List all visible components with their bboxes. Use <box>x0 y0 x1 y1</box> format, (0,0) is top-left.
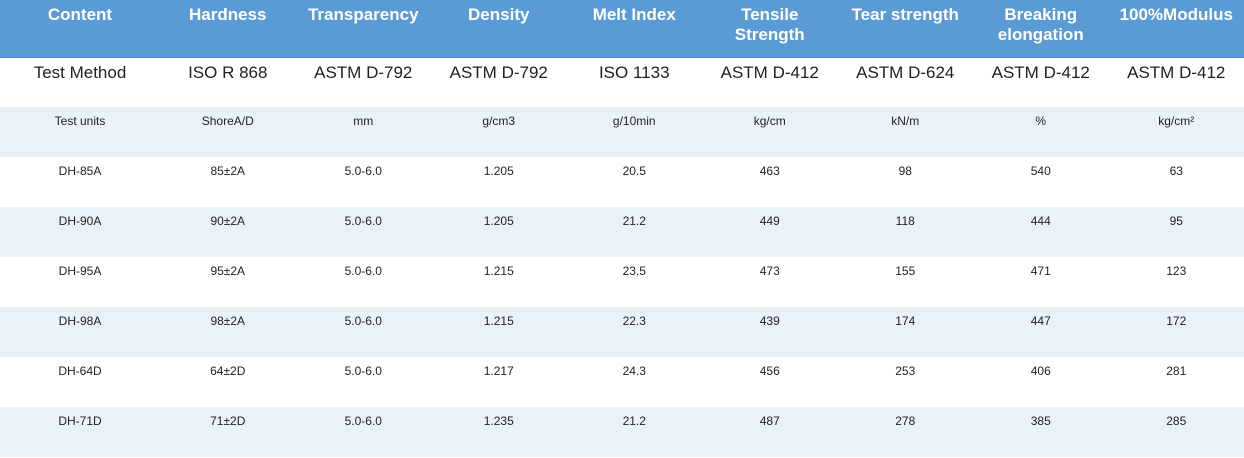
value-cell: 21.2 <box>566 407 702 457</box>
value-cell: 95±2A <box>160 257 296 307</box>
product-name-cell: DH-90A <box>0 207 160 257</box>
value-cell: 1.215 <box>431 257 567 307</box>
value-cell: 95 <box>1108 207 1244 257</box>
test-method-value: ASTM D-412 <box>973 57 1109 107</box>
col-header-density: Density <box>431 0 567 58</box>
value-cell: 473 <box>702 257 838 307</box>
value-cell: 285 <box>1108 407 1244 457</box>
value-cell: 5.0-6.0 <box>295 407 431 457</box>
table-row-dh-95a: DH-95A 95±2A 5.0-6.0 1.215 23.5 473 155 … <box>0 257 1244 307</box>
col-header-melt-index: Melt Index <box>566 0 702 58</box>
table-row-dh-64d: DH-64D 64±2D 5.0-6.0 1.217 24.3 456 253 … <box>0 357 1244 407</box>
value-cell: 385 <box>973 407 1109 457</box>
test-units-value: g/10min <box>566 107 702 157</box>
value-cell: 1.215 <box>431 307 567 357</box>
value-cell: 118 <box>837 207 973 257</box>
value-cell: 1.205 <box>431 157 567 207</box>
value-cell: 487 <box>702 407 838 457</box>
value-cell: 281 <box>1108 357 1244 407</box>
table-header-row: Content Hardness Transparency Density Me… <box>0 0 1244 58</box>
col-header-breaking-elongation: Breaking elongation <box>973 0 1109 58</box>
value-cell: 21.2 <box>566 207 702 257</box>
test-method-value: ASTM D-792 <box>295 57 431 107</box>
value-cell: 1.205 <box>431 207 567 257</box>
test-method-value: ISO 1133 <box>566 57 702 107</box>
value-cell: 463 <box>702 157 838 207</box>
test-units-value: ShoreA/D <box>160 107 296 157</box>
value-cell: 5.0-6.0 <box>295 207 431 257</box>
test-method-row: Test Method ISO R 868 ASTM D-792 ASTM D-… <box>0 57 1244 107</box>
value-cell: 98 <box>837 157 973 207</box>
value-cell: 172 <box>1108 307 1244 357</box>
value-cell: 449 <box>702 207 838 257</box>
test-method-label: Test Method <box>0 57 160 107</box>
test-units-label: Test units <box>0 107 160 157</box>
value-cell: 123 <box>1108 257 1244 307</box>
value-cell: 439 <box>702 307 838 357</box>
value-cell: 63 <box>1108 157 1244 207</box>
test-units-value: g/cm3 <box>431 107 567 157</box>
test-units-value: % <box>973 107 1109 157</box>
table-row-dh-98a: DH-98A 98±2A 5.0-6.0 1.215 22.3 439 174 … <box>0 307 1244 357</box>
table-row-dh-90a: DH-90A 90±2A 5.0-6.0 1.205 21.2 449 118 … <box>0 207 1244 257</box>
value-cell: 20.5 <box>566 157 702 207</box>
value-cell: 278 <box>837 407 973 457</box>
value-cell: 64±2D <box>160 357 296 407</box>
test-units-row: Test units ShoreA/D mm g/cm3 g/10min kg/… <box>0 107 1244 157</box>
test-method-value: ASTM D-792 <box>431 57 567 107</box>
value-cell: 24.3 <box>566 357 702 407</box>
value-cell: 98±2A <box>160 307 296 357</box>
value-cell: 155 <box>837 257 973 307</box>
value-cell: 23.5 <box>566 257 702 307</box>
value-cell: 1.217 <box>431 357 567 407</box>
value-cell: 253 <box>837 357 973 407</box>
value-cell: 1.235 <box>431 407 567 457</box>
test-units-value: kg/cm² <box>1108 107 1244 157</box>
product-name-cell: DH-71D <box>0 407 160 457</box>
value-cell: 456 <box>702 357 838 407</box>
product-name-cell: DH-98A <box>0 307 160 357</box>
value-cell: 447 <box>973 307 1109 357</box>
col-header-content: Content <box>0 0 160 58</box>
value-cell: 5.0-6.0 <box>295 307 431 357</box>
test-method-value: ASTM D-624 <box>837 57 973 107</box>
table-row-dh-71d: DH-71D 71±2D 5.0-6.0 1.235 21.2 487 278 … <box>0 407 1244 457</box>
table-row-dh-85a: DH-85A 85±2A 5.0-6.0 1.205 20.5 463 98 5… <box>0 157 1244 207</box>
value-cell: 90±2A <box>160 207 296 257</box>
test-units-value: kg/cm <box>702 107 838 157</box>
product-name-cell: DH-64D <box>0 357 160 407</box>
test-method-value: ASTM D-412 <box>702 57 838 107</box>
value-cell: 5.0-6.0 <box>295 257 431 307</box>
value-cell: 540 <box>973 157 1109 207</box>
test-units-value: mm <box>295 107 431 157</box>
value-cell: 174 <box>837 307 973 357</box>
value-cell: 71±2D <box>160 407 296 457</box>
col-header-tear-strength: Tear strength <box>837 0 973 58</box>
value-cell: 406 <box>973 357 1109 407</box>
value-cell: 5.0-6.0 <box>295 357 431 407</box>
product-name-cell: DH-85A <box>0 157 160 207</box>
test-method-value: ISO R 868 <box>160 57 296 107</box>
test-units-value: kN/m <box>837 107 973 157</box>
col-header-transparency: Transparency <box>295 0 431 58</box>
value-cell: 85±2A <box>160 157 296 207</box>
col-header-tensile-strength: Tensile Strength <box>702 0 838 58</box>
value-cell: 471 <box>973 257 1109 307</box>
col-header-100-modulus: 100%Modulus <box>1108 0 1244 58</box>
value-cell: 22.3 <box>566 307 702 357</box>
product-name-cell: DH-95A <box>0 257 160 307</box>
value-cell: 5.0-6.0 <box>295 157 431 207</box>
test-method-value: ASTM D-412 <box>1108 57 1244 107</box>
value-cell: 444 <box>973 207 1109 257</box>
col-header-hardness: Hardness <box>160 0 296 58</box>
